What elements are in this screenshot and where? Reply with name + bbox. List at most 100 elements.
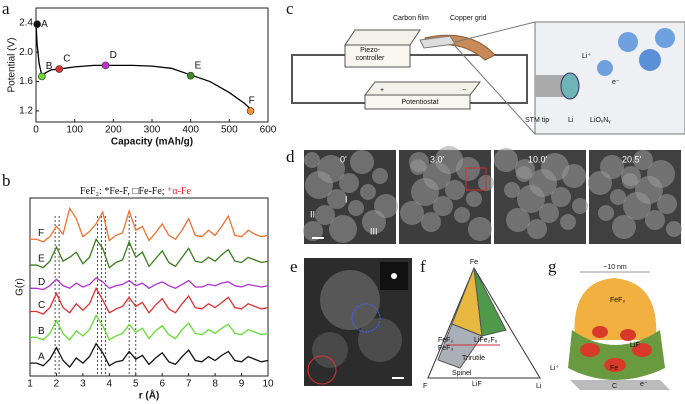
box [364, 94, 471, 110]
label: FeF₂ [610, 297, 625, 304]
label: controller [356, 55, 385, 62]
x-tick-label: 6 [159, 379, 165, 390]
x-tick-label: 7 [186, 379, 192, 390]
label: LiF [630, 342, 640, 349]
grain [305, 171, 333, 199]
region-label: III [370, 226, 378, 236]
label: e⁻ [612, 79, 620, 86]
box [344, 44, 411, 68]
panel-label: b [2, 171, 11, 190]
x-tick-label: 200 [105, 125, 122, 136]
grain [494, 148, 518, 172]
y-tick-label: 1.6 [19, 76, 33, 87]
x-tick-label: 3 [80, 379, 86, 390]
li-deposit [560, 72, 580, 100]
phase-region [473, 267, 507, 337]
grain [598, 205, 614, 221]
curve [30, 206, 269, 243]
x-tick-label: 0 [33, 125, 39, 136]
region-label: I [345, 194, 348, 204]
x-axis-label: r (Å) [139, 389, 160, 402]
grain [456, 157, 480, 181]
x-tick-label: 500 [221, 125, 238, 136]
curve [30, 286, 269, 315]
point [33, 20, 41, 28]
label: + [380, 87, 384, 94]
zoom-line [454, 45, 536, 135]
panel-label: g [548, 257, 557, 276]
fe-grain [592, 326, 608, 338]
point [186, 71, 195, 80]
fef2-particle [574, 278, 657, 340]
x-tick-label: 4 [107, 379, 113, 390]
y-tick-label: 2.4 [19, 17, 33, 28]
grain [358, 318, 402, 362]
grain [506, 208, 530, 232]
point [55, 65, 64, 73]
point [246, 107, 255, 115]
panel-c: Piezo- controller Potentiostat + − Carbo… [291, 15, 685, 135]
grain [645, 210, 665, 230]
particle [655, 28, 675, 48]
curve [35, 24, 253, 112]
grain [588, 171, 612, 195]
panel-label: f [420, 257, 426, 276]
highlight-circle [351, 303, 381, 333]
fe-grain [620, 329, 636, 341]
label: ~10 nm [603, 264, 627, 271]
x-tick-label: 5 [133, 379, 139, 390]
point-label: D [110, 50, 117, 61]
grain [657, 194, 677, 214]
label: Carbon film [393, 15, 429, 22]
grain [515, 159, 535, 179]
panel-g: ~10 nm FeF₂ LiF Fe Li⁺ e⁻ C [550, 264, 670, 390]
label: Fe [610, 365, 618, 372]
grain [411, 178, 439, 206]
point-label: C [63, 54, 70, 65]
highlight-circle [307, 355, 337, 385]
grain [454, 207, 470, 223]
curve [30, 277, 269, 291]
grain [433, 196, 453, 216]
substrate [570, 380, 670, 390]
grain [350, 150, 374, 174]
point [101, 61, 110, 70]
series-label: C [38, 300, 45, 311]
grain [372, 168, 388, 184]
time-label: 0' [340, 154, 347, 164]
grain [312, 332, 348, 368]
panel-f: Fe F Li FeF₂ FeF₃ LiFe₂F₆ Trirutile Spin… [423, 259, 542, 390]
lif-shell [568, 330, 665, 380]
grain [362, 210, 386, 234]
panel-label: c [286, 0, 294, 18]
grain [539, 203, 559, 223]
grain [560, 214, 576, 230]
grain [610, 189, 626, 205]
label: Li [536, 383, 542, 390]
x-axis-label: Capacity (mAh/g) [111, 137, 193, 148]
fe-grain [604, 358, 626, 372]
particle [639, 49, 661, 71]
x-tick-label: 2 [54, 379, 60, 390]
series-label: D [38, 277, 45, 288]
label: LiFe₂F₆ [474, 337, 498, 344]
point-label: F [249, 96, 255, 107]
label: Li⁺ [582, 53, 591, 60]
phase-region [437, 323, 483, 369]
grain [527, 219, 547, 239]
label: FeF₃ [438, 345, 453, 352]
label: Copper grid [450, 15, 487, 22]
point-label: B [46, 61, 53, 72]
grain [320, 270, 380, 330]
particle [618, 32, 638, 52]
label: Fe [470, 259, 478, 266]
label: Li⁺ [550, 365, 559, 372]
series-label: E [38, 254, 45, 265]
highlight-box [465, 167, 487, 191]
label: − [462, 87, 466, 94]
series-label: A [38, 352, 45, 363]
grain [315, 205, 335, 225]
label: FeF₂ [438, 337, 453, 344]
point-label: A [41, 19, 48, 30]
grain [612, 215, 636, 239]
